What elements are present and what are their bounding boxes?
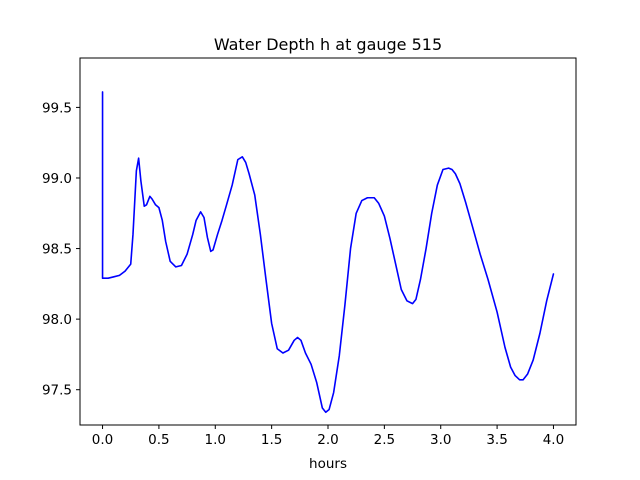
plot-frame [79,57,577,426]
y-tick-label: 99.5 [42,100,72,116]
x-tick-label: 0.0 [92,432,113,448]
x-tick-label: 1.0 [205,432,226,448]
y-tick-label: 97.5 [42,383,72,399]
x-tick-label: 1.5 [261,432,282,448]
x-tick-label: 2.5 [374,432,395,448]
x-tick-label: 3.5 [486,432,507,448]
x-tick-label: 2.0 [317,432,338,448]
x-axis: 0.0 0.5 1.0 1.5 2.0 2.5 3.0 3.5 4.0 [92,425,564,448]
series-line-0 [101,91,555,414]
x-tick-label: 3.0 [430,432,451,448]
plot-area [79,57,577,426]
chart-title: Water Depth h at gauge 515 [214,35,442,54]
y-tick-label: 98.5 [42,242,72,258]
x-axis-label: hours [309,456,347,472]
y-tick-label: 98.0 [42,312,72,328]
y-tick-label: 99.0 [42,171,72,187]
x-tick-label: 4.0 [543,432,564,448]
y-axis: 97.5 98.0 98.5 99.0 99.5 [42,100,80,399]
x-tick-label: 0.5 [148,432,169,448]
